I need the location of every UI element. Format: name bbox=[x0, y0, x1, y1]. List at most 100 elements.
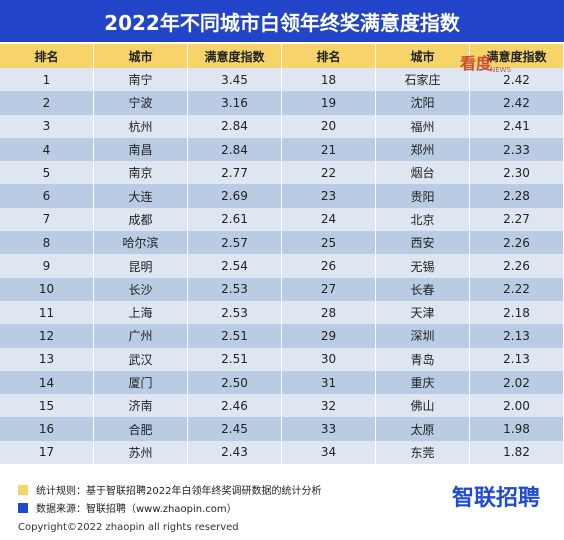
column-header: 排名 bbox=[282, 44, 376, 68]
table-cell: 27 bbox=[282, 277, 376, 301]
table-cell: 2 bbox=[0, 91, 94, 115]
table-cell: 南宁 bbox=[94, 68, 188, 92]
table-cell: 2.42 bbox=[470, 91, 564, 115]
table-cell: 济南 bbox=[94, 394, 188, 418]
table-cell: 重庆 bbox=[376, 370, 470, 395]
table-row: 12 广州 2.51 29 深圳 2.13 bbox=[0, 324, 564, 348]
table-cell: 2.53 bbox=[188, 300, 282, 325]
legend-square bbox=[18, 502, 28, 513]
table-cell: 东莞 bbox=[376, 440, 470, 465]
table: 排名 城市 满意度指数 排名 城市 满意度指数 1 南宁 3.45 18 石家庄 2.42 2 宁波 3.1… bbox=[0, 44, 564, 465]
table-cell: 1 bbox=[0, 68, 94, 92]
table-cell: 2.61 bbox=[188, 207, 282, 232]
table-cell: 成都 bbox=[94, 207, 188, 232]
table-row: 10 长沙 2.53 27 长春 2.22 bbox=[0, 277, 564, 301]
table-cell: 9 bbox=[0, 254, 94, 278]
table-cell: 31 bbox=[282, 370, 376, 395]
table-cell: 30 bbox=[282, 347, 376, 371]
table-cell: 南昌 bbox=[94, 137, 188, 162]
table-cell: 2.84 bbox=[188, 137, 282, 162]
table-cell: 2.00 bbox=[470, 394, 564, 418]
table-cell: 武汉 bbox=[94, 347, 188, 371]
table-cell: 2.26 bbox=[470, 231, 564, 255]
table-cell: 13 bbox=[0, 347, 94, 371]
table-cell: 20 bbox=[282, 114, 376, 138]
table-row: 11 上海 2.53 28 天津 2.18 bbox=[0, 300, 564, 325]
table-row: 1 南宁 3.45 18 石家庄 2.42 bbox=[0, 68, 564, 92]
table-cell: 郑州 bbox=[376, 137, 470, 162]
table-row: 3 杭州 2.84 20 福州 2.41 bbox=[0, 114, 564, 138]
table-row: 2 宁波 3.16 19 沈阳 2.42 bbox=[0, 91, 564, 115]
column-header: 排名 bbox=[0, 44, 94, 68]
table-cell: 2.18 bbox=[470, 300, 564, 325]
note: 统计规则：基于智联招聘2022年白领年终奖调研数据的统计分析 bbox=[36, 486, 322, 497]
table-cell: 1.98 bbox=[470, 417, 564, 441]
table-cell: 24 bbox=[282, 207, 376, 232]
table-cell: 2.69 bbox=[188, 184, 282, 208]
table-cell: 天津 bbox=[376, 300, 470, 325]
table-cell: 34 bbox=[282, 440, 376, 465]
table-cell: 21 bbox=[282, 137, 376, 162]
table-cell: 2.30 bbox=[470, 161, 564, 185]
table-cell: 22 bbox=[282, 161, 376, 185]
table-cell: 12 bbox=[0, 324, 94, 348]
table-cell: 8 bbox=[0, 231, 94, 255]
table-cell: 2.13 bbox=[470, 347, 564, 371]
table-cell: 杭州 bbox=[94, 114, 188, 138]
table-cell: 2.84 bbox=[188, 114, 282, 138]
table-cell: 石家庄 bbox=[376, 68, 470, 92]
note-row: 数据来源：智联招聘（www.zhaopin.com） bbox=[18, 500, 237, 515]
table-cell: 1.82 bbox=[470, 440, 564, 465]
table-cell: 2.53 bbox=[188, 277, 282, 301]
table-cell: 14 bbox=[0, 370, 94, 395]
table-cell: 33 bbox=[282, 417, 376, 441]
table-cell: 18 bbox=[282, 68, 376, 92]
note: 数据来源：智联招聘（www.zhaopin.com） bbox=[36, 504, 237, 515]
table-cell: 沈阳 bbox=[376, 91, 470, 115]
table-cell: 2.13 bbox=[470, 324, 564, 348]
table-cell: 23 bbox=[282, 184, 376, 208]
table-cell: 2.02 bbox=[470, 370, 564, 395]
table-cell: 贵阳 bbox=[376, 184, 470, 208]
column-header: 满意度指数 bbox=[188, 44, 282, 68]
header-row: 排名 城市 满意度指数 排名 城市 满意度指数 bbox=[0, 44, 564, 68]
table-cell: 2.33 bbox=[470, 137, 564, 162]
table-cell: 6 bbox=[0, 184, 94, 208]
table-row: 9 昆明 2.54 26 无锡 2.26 bbox=[0, 254, 564, 278]
table-row: 7 成都 2.61 24 北京 2.27 bbox=[0, 207, 564, 232]
table-cell: 19 bbox=[282, 91, 376, 115]
table-cell: 太原 bbox=[376, 417, 470, 441]
table-row: 14 厦门 2.50 31 重庆 2.02 bbox=[0, 370, 564, 395]
table-cell: 2.51 bbox=[188, 347, 282, 371]
table-cell: 合肥 bbox=[94, 417, 188, 441]
table-row: 16 合肥 2.45 33 太原 1.98 bbox=[0, 417, 564, 441]
table-cell: 烟台 bbox=[376, 161, 470, 185]
table-cell: 2.28 bbox=[470, 184, 564, 208]
table-cell: 南京 bbox=[94, 161, 188, 185]
table-cell: 无锡 bbox=[376, 254, 470, 278]
table-row: 8 哈尔滨 2.57 25 西安 2.26 bbox=[0, 231, 564, 255]
column-header: 城市 bbox=[376, 44, 470, 68]
table-row: 13 武汉 2.51 30 青岛 2.13 bbox=[0, 347, 564, 371]
table-cell: 厦门 bbox=[94, 370, 188, 395]
table-cell: 28 bbox=[282, 300, 376, 325]
table-cell: 2.22 bbox=[470, 277, 564, 301]
table-cell: 2.51 bbox=[188, 324, 282, 348]
legend-square bbox=[18, 484, 28, 495]
table-cell: 北京 bbox=[376, 207, 470, 232]
table-cell: 宁波 bbox=[94, 91, 188, 115]
table-cell: 7 bbox=[0, 207, 94, 232]
table-cell: 16 bbox=[0, 417, 94, 441]
table-cell: 苏州 bbox=[94, 440, 188, 465]
table-cell: 26 bbox=[282, 254, 376, 278]
table-cell: 昆明 bbox=[94, 254, 188, 278]
table-cell: 上海 bbox=[94, 300, 188, 325]
logo: 智联招聘 bbox=[452, 486, 541, 511]
table-row: 17 苏州 2.43 34 东莞 1.82 bbox=[0, 440, 564, 465]
table-cell: 3.16 bbox=[188, 91, 282, 115]
table-cell: 10 bbox=[0, 277, 94, 301]
table-cell: 2.54 bbox=[188, 254, 282, 278]
table-cell: 青岛 bbox=[376, 347, 470, 371]
table-cell: 32 bbox=[282, 394, 376, 418]
